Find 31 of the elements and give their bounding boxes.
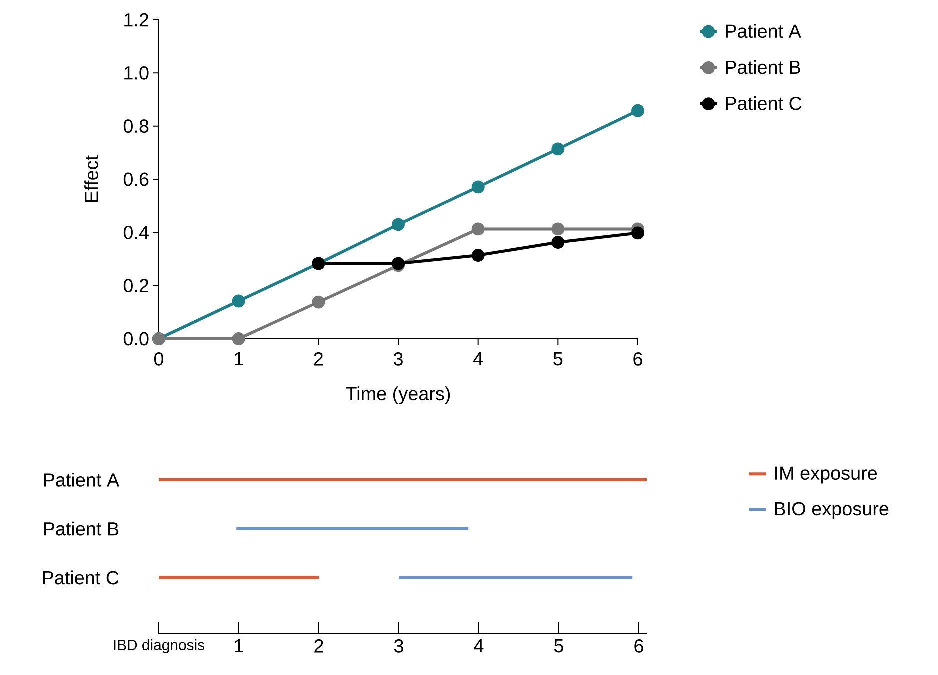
legend-label: Patient B bbox=[726, 60, 800, 74]
y-tick-label: 0.0 bbox=[124, 332, 149, 346]
x-tick-label: 5 bbox=[554, 640, 564, 653]
legend-label: IM exposure bbox=[776, 466, 878, 484]
y-tick-label: 0.8 bbox=[124, 120, 149, 134]
x-tick-label: 1 bbox=[235, 640, 244, 653]
y-tick-label: Patient C bbox=[43, 570, 119, 585]
x-tick-label: 6 bbox=[634, 640, 644, 653]
y-tick-label: 0.2 bbox=[124, 279, 149, 293]
x-tick-label: 3 bbox=[394, 640, 404, 653]
legend-label: BIO exposure bbox=[775, 502, 889, 520]
x-tick-label: 1 bbox=[235, 352, 244, 366]
x-tick-label: 2 bbox=[314, 352, 323, 366]
legend-label: Patient C bbox=[726, 96, 802, 110]
y-axis-title: Effect bbox=[84, 156, 98, 202]
y-tick-label: 1.2 bbox=[124, 13, 149, 27]
x-tick-label: 6 bbox=[634, 352, 642, 366]
x-tick-label: 2 bbox=[314, 640, 324, 653]
x-tick-label: 0 bbox=[154, 352, 164, 366]
x-tick-label: 4 bbox=[474, 352, 484, 366]
x-axis-title: Time (years) bbox=[346, 386, 450, 404]
y-tick-label: 0.6 bbox=[124, 172, 149, 186]
y-tick-label: 0.4 bbox=[124, 226, 149, 240]
x-tick-label: 3 bbox=[394, 352, 403, 366]
y-tick-label: Patient A bbox=[44, 473, 120, 487]
y-tick-label: 1.0 bbox=[124, 66, 149, 80]
x-tick-label: 5 bbox=[554, 352, 563, 366]
x-tick-label: 4 bbox=[474, 640, 484, 653]
x-tick-label: IBD diagnosis bbox=[114, 640, 205, 654]
legend-label: Patient A bbox=[726, 24, 802, 38]
y-tick-label: Patient B bbox=[44, 522, 119, 536]
